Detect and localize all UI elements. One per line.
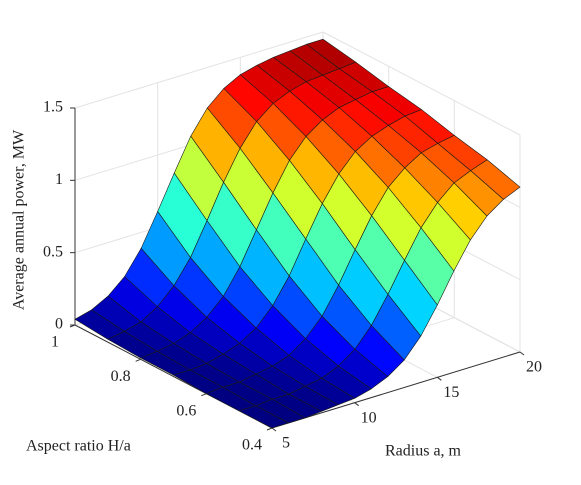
grid-line (322, 31, 521, 136)
z-tick-label: 1 (55, 171, 63, 188)
x-tick-label: 15 (443, 384, 459, 401)
x-tick-label: 10 (361, 409, 377, 426)
tick-mark (201, 393, 207, 397)
y-axis-label: Aspect ratio H/a (26, 438, 131, 455)
axis-line (271, 351, 521, 429)
tick-mark (519, 351, 525, 356)
grid-line (74, 31, 324, 109)
tick-mark (354, 402, 359, 407)
y-tick-label: 0.6 (176, 402, 196, 419)
x-axis-label: Radius a, m (385, 443, 462, 460)
tick-mark (437, 376, 442, 381)
z-tick-label: 0 (55, 316, 63, 333)
x-tick-label: 20 (526, 359, 542, 376)
tick-mark (271, 427, 277, 432)
tick-mark (135, 358, 141, 362)
y-tick-label: 0.8 (111, 368, 131, 385)
y-tick-label: 0.4 (242, 437, 262, 454)
x-tick-label: 5 (282, 435, 290, 452)
y-tick-label: 1 (51, 334, 59, 351)
surface-patch (238, 405, 290, 429)
z-axis-label: Average annual power, MW (11, 129, 28, 310)
z-tick-label: 1.5 (43, 99, 63, 116)
z-tick-label: 0.5 (43, 243, 63, 260)
tick-mark (266, 427, 273, 431)
